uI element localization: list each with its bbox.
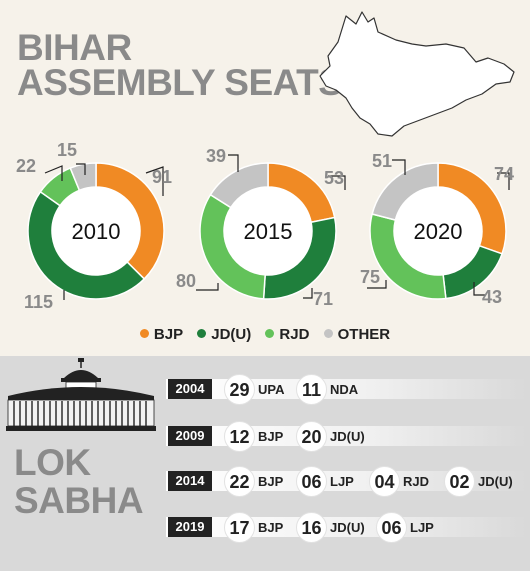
legend-item-jdu: JD(U) — [197, 326, 251, 343]
seat-entry: 06 LJP — [296, 465, 354, 497]
party-label: JD(U) — [330, 519, 365, 535]
alliance-label: NDA — [330, 381, 359, 397]
legend-swatch — [323, 329, 333, 338]
lok-sabha-section: LOK SABHA 2004 29 UPA 11 NDA 2009 12 BJP… — [0, 356, 530, 571]
legend-swatch — [265, 329, 275, 338]
legend-item-other: OTHER — [323, 326, 391, 343]
donut-hole — [224, 187, 312, 275]
seat-entry: 11 NDA — [296, 373, 359, 405]
seat-entry: 06 LJP — [376, 511, 434, 543]
party-label: LJP — [410, 519, 434, 535]
assembly-section: BIHAR ASSEMBLY SEATS 2010 91 115 22 15 2015 53… — [0, 11, 530, 343]
donut-hole — [394, 187, 482, 275]
parliament-icon — [6, 358, 156, 431]
row-bar — [166, 426, 526, 446]
seat-count: 22 — [224, 465, 255, 497]
seat-entry: 29 UPA — [224, 373, 285, 405]
leader-line — [44, 165, 63, 181]
slice-value-label: 43 — [482, 287, 502, 307]
row-bar — [166, 379, 526, 399]
legend-label: RJD — [279, 326, 310, 343]
party-label: JD(U) — [478, 473, 513, 489]
row-year: 2019 — [168, 517, 212, 537]
seat-count: 20 — [296, 420, 327, 452]
seat-entry: 16 JD(U) — [296, 511, 365, 543]
slice-value-label: 22 — [16, 156, 36, 176]
bihar-map-icon — [319, 11, 515, 137]
leader-line — [76, 163, 86, 175]
donut-year-label: 2020 — [414, 219, 463, 244]
lok-sabha-line-1: LOK — [14, 442, 91, 483]
lok-sabha-row-2009: 2009 12 BJP 20 JD(U) — [166, 420, 526, 452]
row-bar — [166, 471, 526, 491]
seat-count: 12 — [224, 420, 255, 452]
row-bar — [166, 517, 526, 537]
leader-line — [228, 154, 239, 172]
donut-charts: 2010 91 115 22 15 2015 53 71 80 39 2020 74 43 75 51 — [16, 140, 514, 312]
row-year: 2014 — [168, 471, 212, 491]
seat-count: 04 — [369, 465, 400, 497]
party-label: LJP — [330, 473, 354, 489]
donut-year-label: 2015 — [244, 219, 293, 244]
page-title: BIHAR ASSEMBLY SEATS — [17, 27, 343, 103]
title-line-2: ASSEMBLY SEATS — [17, 62, 343, 103]
lok-sabha-row-2004: 2004 29 UPA 11 NDA — [166, 373, 526, 405]
seat-count: 06 — [296, 465, 327, 497]
slice-value-label: 115 — [24, 292, 53, 312]
slice-value-label: 51 — [372, 151, 392, 171]
legend-label: BJP — [153, 326, 184, 343]
legend-item-bjp: BJP — [139, 326, 184, 343]
row-year: 2004 — [168, 379, 212, 399]
leader-line — [303, 288, 313, 299]
party-label: JD(U) — [330, 428, 365, 444]
slice-value-label: 80 — [176, 271, 196, 291]
lok-sabha-row-2014: 2014 22 BJP 06 LJP 04 RJD 02 JD(U) — [166, 465, 526, 497]
lok-sabha-line-2: SABHA — [14, 480, 144, 521]
lok-sabha-title: LOK SABHA — [14, 442, 144, 521]
seat-entry: 17 BJP — [224, 511, 284, 543]
leader-line — [367, 280, 387, 289]
legend-label: OTHER — [337, 326, 391, 343]
row-year: 2009 — [168, 426, 212, 446]
title-line-1: BIHAR — [17, 27, 132, 68]
donut-hole — [52, 187, 140, 275]
party-label: RJD — [403, 473, 430, 489]
slice-value-label: 39 — [206, 146, 226, 166]
party-label: BJP — [258, 428, 284, 444]
chart-legend: BJP JD(U) RJD OTHER — [0, 326, 530, 343]
lok-sabha-row-2019: 2019 17 BJP 16 JD(U) 06 LJP — [166, 511, 526, 543]
donut-slice-jdu — [27, 190, 146, 300]
seat-count: 06 — [376, 511, 407, 543]
seat-count: 29 — [224, 373, 255, 405]
slice-value-label: 74 — [494, 164, 514, 184]
slice-value-label: 75 — [360, 267, 380, 287]
party-label: BJP — [258, 473, 284, 489]
legend-item-rjd: RJD — [265, 326, 309, 343]
leader-line — [497, 172, 510, 190]
seat-entry: 22 BJP — [224, 465, 284, 497]
legend-swatch — [139, 329, 149, 338]
seat-count: 11 — [296, 373, 327, 405]
seat-entry: 04 RJD — [369, 465, 430, 497]
slice-value-label: 15 — [57, 140, 77, 160]
slice-value-label: 53 — [324, 168, 344, 188]
seat-count: 17 — [224, 511, 255, 543]
alliance-label: UPA — [258, 381, 285, 397]
leader-line — [145, 166, 164, 196]
leader-line — [328, 175, 346, 190]
seat-entry: 12 BJP — [224, 420, 284, 452]
legend-swatch — [197, 329, 207, 338]
seat-count: 16 — [296, 511, 327, 543]
leader-line — [473, 282, 486, 296]
leader-line — [196, 283, 219, 291]
slice-value-label: 71 — [313, 289, 333, 309]
slice-value-label: 91 — [152, 167, 172, 187]
party-label: BJP — [258, 519, 284, 535]
donut-year-label: 2010 — [72, 219, 121, 244]
legend-label: JD(U) — [211, 326, 252, 343]
seat-entry: 02 JD(U) — [444, 465, 513, 497]
leader-line — [392, 159, 406, 175]
seat-entry: 20 JD(U) — [296, 420, 365, 452]
seat-count: 02 — [444, 465, 475, 497]
